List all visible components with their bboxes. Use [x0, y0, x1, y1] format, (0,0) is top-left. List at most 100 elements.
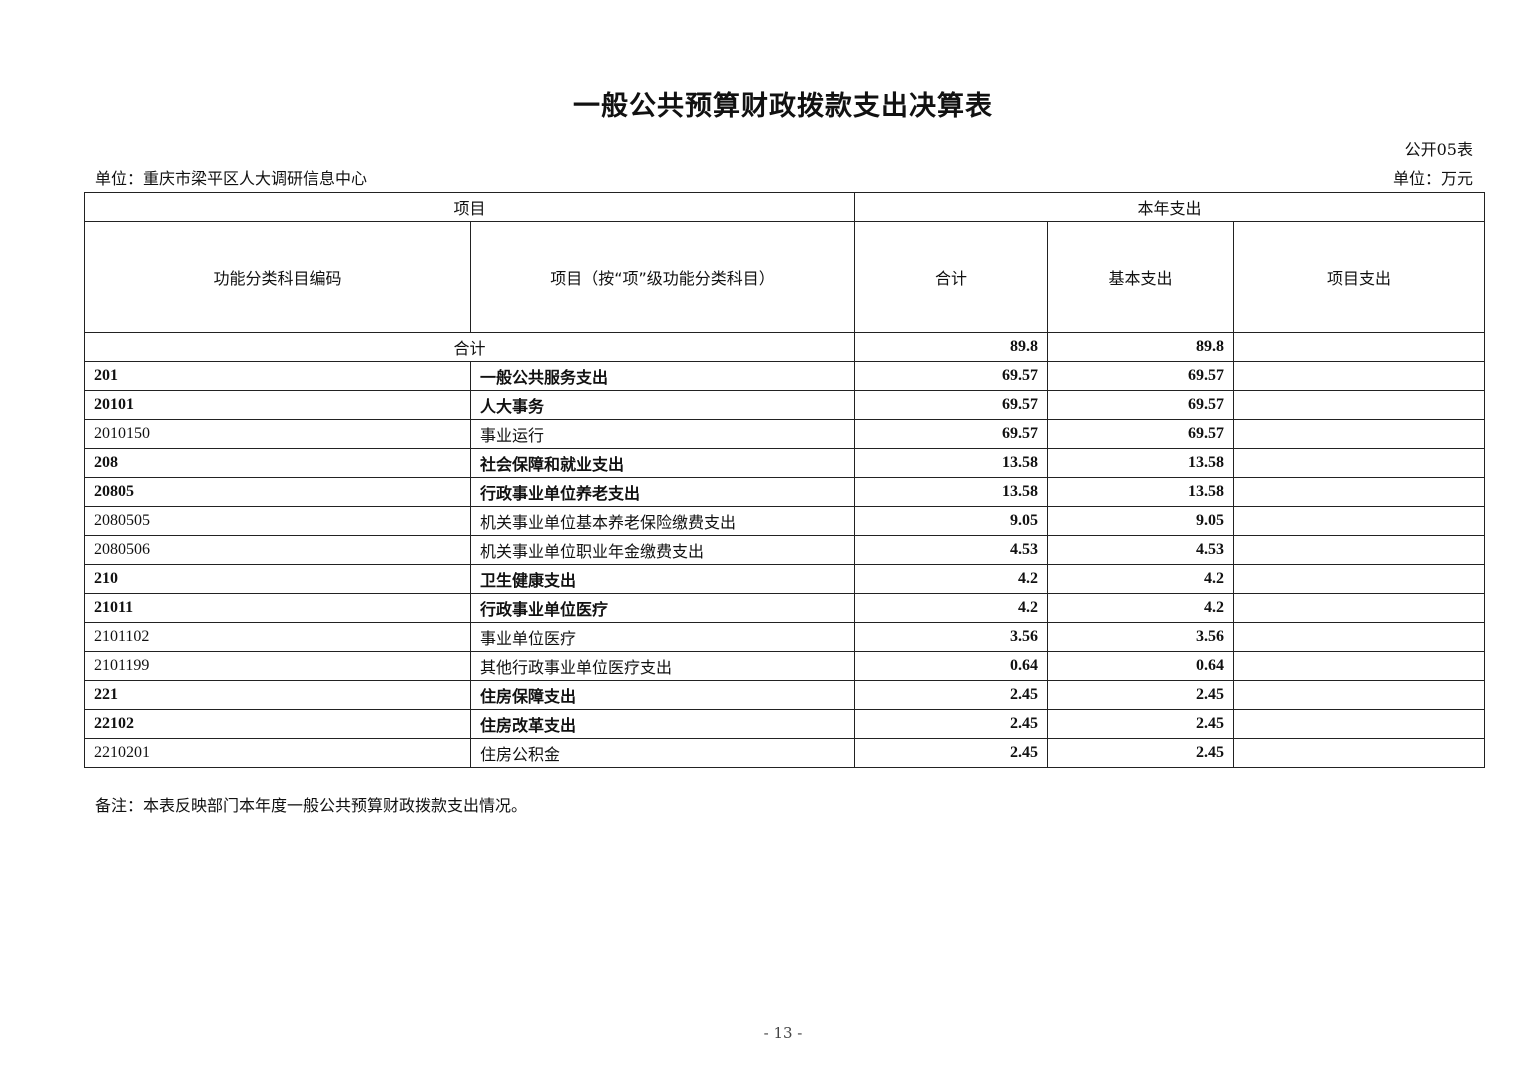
row-basic: 3.56 — [1047, 622, 1235, 652]
row-basic: 2.45 — [1047, 738, 1235, 768]
row-basic: 9.05 — [1047, 506, 1235, 536]
row-basic: 2.45 — [1047, 709, 1235, 739]
page-title: 一般公共预算财政拨款支出决算表 — [573, 91, 993, 122]
row-total: 3.56 — [854, 622, 1049, 652]
header-code: 功能分类科目编码 — [84, 221, 471, 333]
row-project — [1233, 361, 1486, 391]
row-code: 221 — [84, 680, 471, 710]
row-project — [1233, 564, 1486, 594]
header-project-expense: 项目支出 — [1233, 221, 1486, 333]
table-row: 201 一般公共服务支出 69.57 69.57 — [84, 361, 1486, 391]
row-name: 住房改革支出 — [469, 709, 856, 739]
row-code: 210 — [84, 564, 471, 594]
row-total: 0.64 — [854, 651, 1049, 681]
header-project: 项目 — [83, 192, 856, 222]
table-row: 2101102 事业单位医疗 3.56 3.56 — [84, 622, 1486, 652]
row-basic: 4.53 — [1047, 535, 1235, 565]
row-total: 4.2 — [854, 564, 1049, 594]
row-project — [1233, 390, 1486, 420]
total-project — [1233, 332, 1486, 362]
row-basic: 2.45 — [1047, 680, 1235, 710]
row-basic: 13.58 — [1047, 477, 1235, 507]
total-sum: 89.8 — [854, 332, 1049, 362]
row-total: 4.53 — [854, 535, 1049, 565]
header-item: 项目（按“项”级功能分类科目） — [469, 221, 856, 333]
row-code: 2101102 — [84, 622, 471, 652]
row-code: 2080506 — [84, 535, 471, 565]
header-total: 合计 — [854, 221, 1049, 333]
table-row: 22102 住房改革支出 2.45 2.45 — [84, 709, 1486, 739]
total-row: 合计 89.8 89.8 — [83, 332, 1486, 362]
row-code: 208 — [84, 448, 471, 478]
row-code: 20805 — [84, 477, 471, 507]
row-name: 卫生健康支出 — [469, 564, 856, 594]
table-row: 210 卫生健康支出 4.2 4.2 — [84, 564, 1486, 594]
row-total: 2.45 — [854, 709, 1049, 739]
row-name: 其他行政事业单位医疗支出 — [469, 651, 856, 681]
row-project — [1233, 448, 1486, 478]
row-code: 20101 — [84, 390, 471, 420]
row-name: 人大事务 — [469, 390, 856, 420]
row-basic: 69.57 — [1047, 390, 1235, 420]
table-row: 221 住房保障支出 2.45 2.45 — [84, 680, 1486, 710]
row-name: 住房保障支出 — [469, 680, 856, 710]
row-basic: 4.2 — [1047, 593, 1235, 623]
row-project — [1233, 593, 1486, 623]
row-total: 13.58 — [854, 448, 1049, 478]
row-basic: 0.64 — [1047, 651, 1235, 681]
table-row: 21011 行政事业单位医疗 4.2 4.2 — [84, 593, 1486, 623]
row-name: 机关事业单位职业年金缴费支出 — [469, 535, 856, 565]
row-project — [1233, 651, 1486, 681]
row-project — [1233, 709, 1486, 739]
unit-currency: 单位：万元 — [1392, 169, 1473, 188]
row-code: 2101199 — [84, 651, 471, 681]
table-row: 20101 人大事务 69.57 69.57 — [84, 390, 1486, 420]
page-number: - 13 - — [763, 1024, 803, 1042]
row-total: 69.57 — [854, 419, 1049, 449]
unit-organization: 单位：重庆市梁平区人大调研信息中心 — [95, 169, 368, 188]
table-row: 2010150 事业运行 69.57 69.57 — [84, 419, 1486, 449]
row-project — [1233, 738, 1486, 768]
row-project — [1233, 419, 1486, 449]
table-row: 208 社会保障和就业支出 13.58 13.58 — [84, 448, 1486, 478]
row-basic: 13.58 — [1047, 448, 1235, 478]
header-basic: 基本支出 — [1047, 221, 1235, 333]
row-code: 2010150 — [84, 419, 471, 449]
row-code: 21011 — [84, 593, 471, 623]
table-row: 2101199 其他行政事业单位医疗支出 0.64 0.64 — [84, 651, 1486, 681]
row-code: 201 — [84, 361, 471, 391]
table-row: 2210201 住房公积金 2.45 2.45 — [84, 738, 1486, 768]
row-name: 住房公积金 — [469, 738, 856, 768]
row-basic: 69.57 — [1047, 361, 1235, 391]
row-total: 2.45 — [854, 738, 1049, 768]
header-current-year: 本年支出 — [854, 192, 1486, 222]
row-project — [1233, 506, 1486, 536]
row-total: 9.05 — [854, 506, 1049, 536]
expenditure-table: 项目 本年支出 功能分类科目编码 项目（按“项”级功能分类科目） 合计 基本支出… — [83, 192, 1486, 768]
row-code: 2080505 — [84, 506, 471, 536]
row-code: 2210201 — [84, 738, 471, 768]
row-total: 4.2 — [854, 593, 1049, 623]
row-name: 事业运行 — [469, 419, 856, 449]
row-basic: 4.2 — [1047, 564, 1235, 594]
row-project — [1233, 680, 1486, 710]
row-basic: 69.57 — [1047, 419, 1235, 449]
total-basic: 89.8 — [1047, 332, 1235, 362]
table-row: 20805 行政事业单位养老支出 13.58 13.58 — [84, 477, 1486, 507]
row-total: 69.57 — [854, 390, 1049, 420]
row-name: 一般公共服务支出 — [469, 361, 856, 391]
row-total: 69.57 — [854, 361, 1049, 391]
row-project — [1233, 535, 1486, 565]
note: 备注：本表反映部门本年度一般公共预算财政拨款支出情况。 — [95, 796, 528, 815]
row-name: 社会保障和就业支出 — [469, 448, 856, 478]
row-code: 22102 — [84, 709, 471, 739]
table-row: 2080505 机关事业单位基本养老保险缴费支出 9.05 9.05 — [84, 506, 1486, 536]
total-label: 合计 — [83, 332, 856, 362]
row-project — [1233, 477, 1486, 507]
row-name: 机关事业单位基本养老保险缴费支出 — [469, 506, 856, 536]
row-name: 事业单位医疗 — [469, 622, 856, 652]
row-total: 13.58 — [854, 477, 1049, 507]
row-name: 行政事业单位养老支出 — [469, 477, 856, 507]
row-total: 2.45 — [854, 680, 1049, 710]
table-row: 2080506 机关事业单位职业年金缴费支出 4.53 4.53 — [84, 535, 1486, 565]
